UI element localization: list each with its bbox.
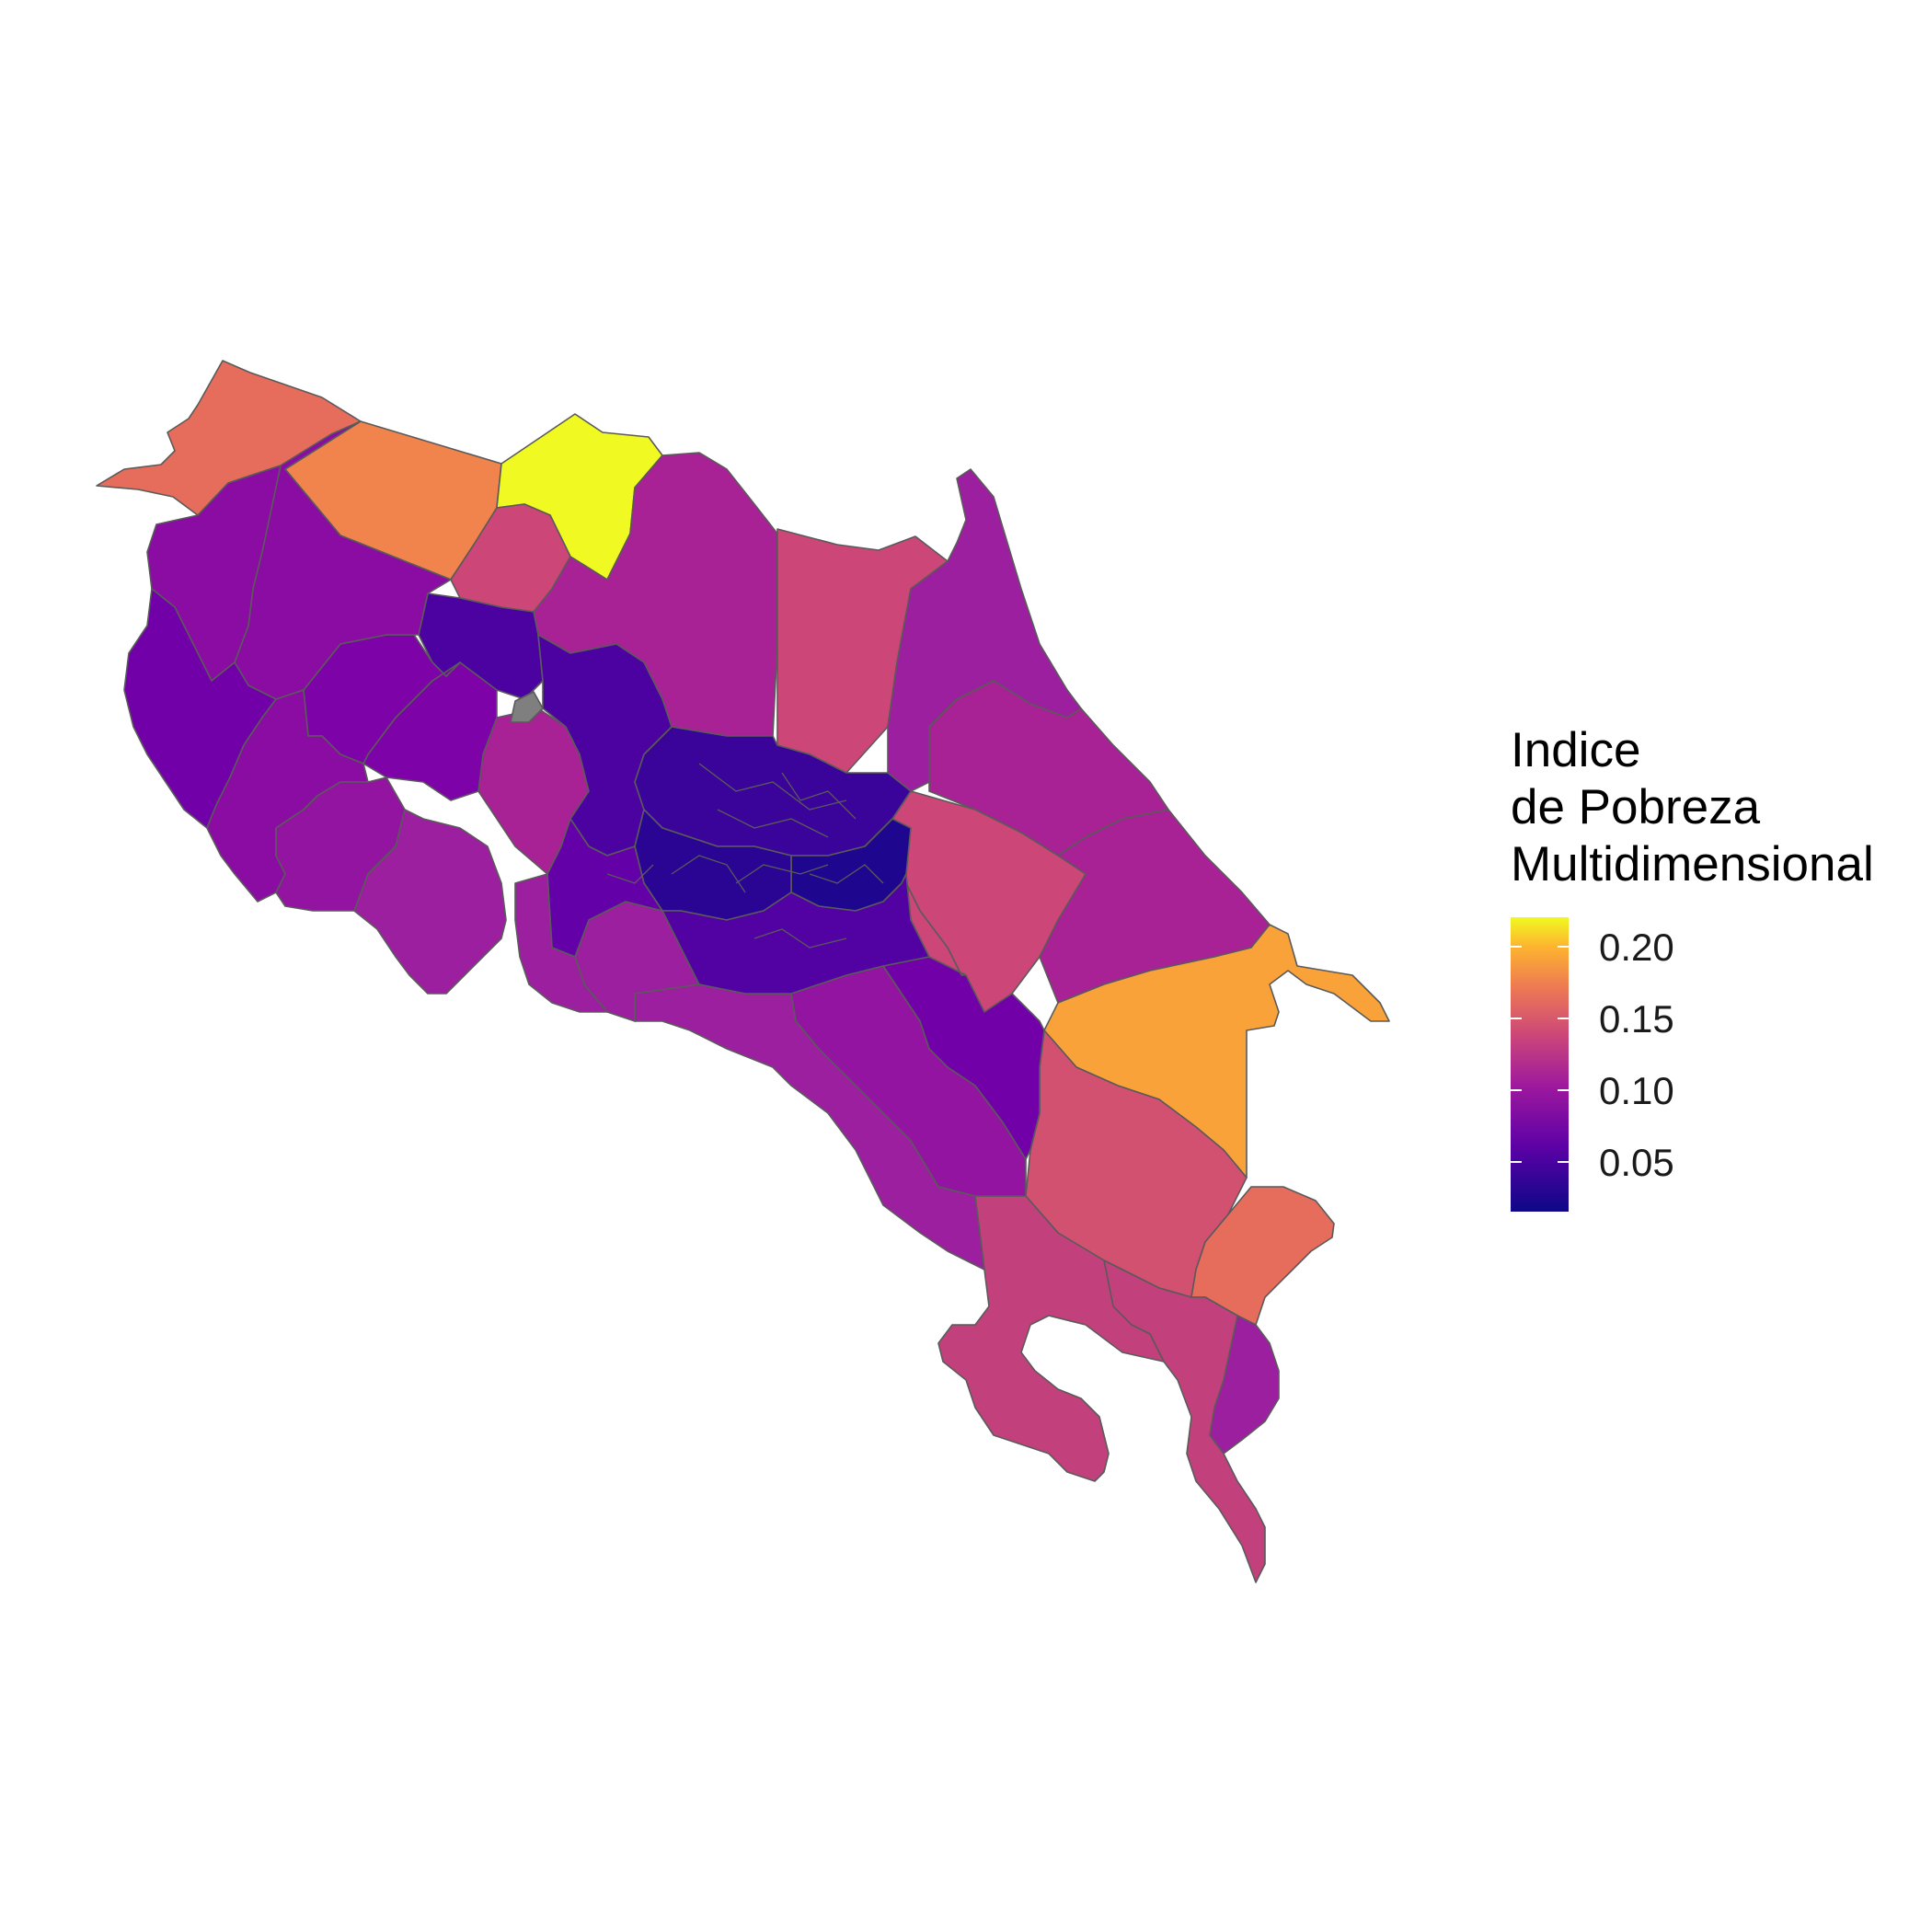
region-cobano (353, 809, 507, 995)
legend-tick-label-0.20: 0.20 (1599, 926, 1674, 969)
district-borders (606, 763, 884, 949)
legend-title-line-1: Indice (1511, 723, 1641, 777)
region-coto-brus (1190, 1186, 1335, 1326)
region-golfito (1103, 1259, 1266, 1583)
legend-title: Indice de Pobreza Multidimensional (1511, 722, 1874, 893)
region-nandayure (275, 776, 406, 912)
region-no-data (510, 691, 544, 723)
region-aguirre (634, 983, 985, 1271)
legend-tick-label-0.15: 0.15 (1599, 997, 1674, 1041)
region-osa (937, 1195, 1165, 1482)
region-orotina (514, 873, 608, 1013)
region-desamparados (661, 873, 930, 995)
legend-tick-label-0.10: 0.10 (1599, 1069, 1674, 1112)
region-dota (882, 956, 1045, 1160)
legend-title-line-2: de Pobreza (1511, 780, 1761, 834)
legend-title-line-3: Multidimensional (1511, 837, 1874, 891)
region-la-cruz (96, 360, 362, 516)
legend-colorbar (1511, 917, 1569, 1212)
legend-tick-label-0.05: 0.05 (1599, 1141, 1674, 1184)
map-regions (96, 360, 1390, 1583)
